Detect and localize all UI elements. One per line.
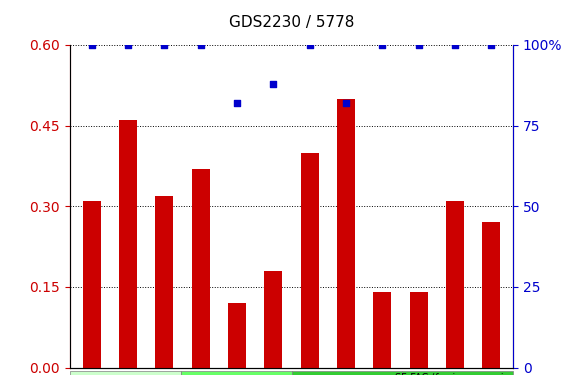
Point: [487, 42, 496, 48]
Point: [87, 42, 96, 48]
Bar: [337, 99, 355, 368]
Bar: [192, 169, 210, 368]
Text: GDS2230 / 5778: GDS2230 / 5778: [229, 15, 354, 30]
Bar: [446, 201, 464, 368]
Point: [196, 42, 205, 48]
Bar: [264, 271, 282, 368]
Bar: [155, 195, 174, 368]
Point: [341, 100, 350, 106]
Point: [305, 42, 314, 48]
Point: [233, 100, 242, 106]
Bar: [83, 201, 101, 368]
Point: [414, 42, 423, 48]
Bar: [409, 292, 428, 368]
Point: [160, 42, 169, 48]
Point: [269, 81, 278, 87]
Bar: [301, 153, 319, 368]
Point: [450, 42, 459, 48]
Point: [378, 42, 387, 48]
Bar: [228, 303, 246, 368]
Bar: [482, 222, 500, 368]
Bar: [119, 120, 137, 368]
Point: [124, 42, 133, 48]
Bar: [373, 292, 391, 368]
Text: SF-FAC (ferric ammonium
citrate): SF-FAC (ferric ammonium citrate): [395, 373, 520, 375]
